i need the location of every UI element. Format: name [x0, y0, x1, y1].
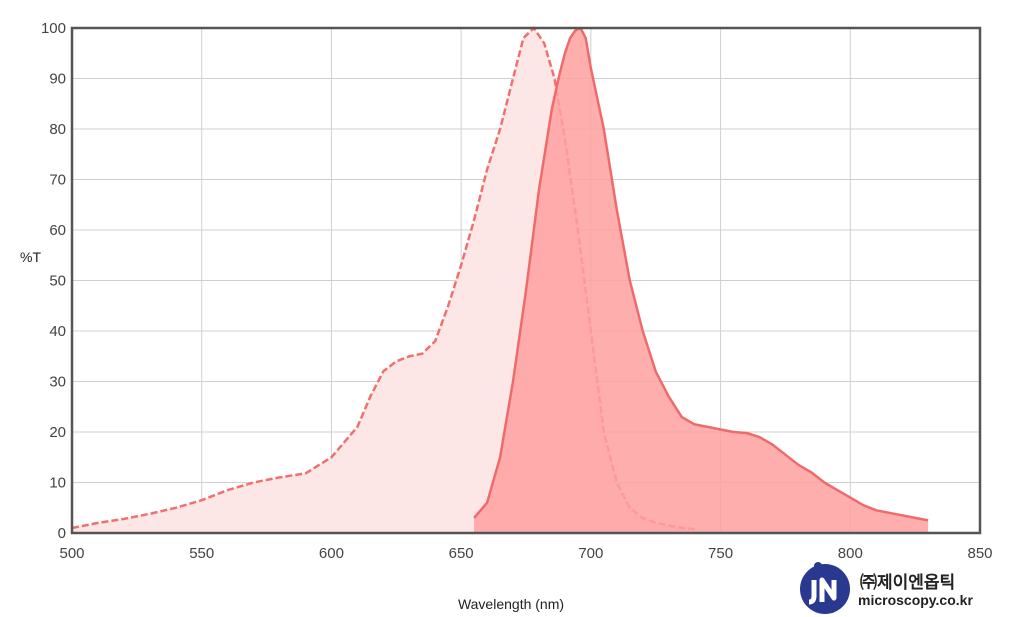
y-tick-label-4: 40 [49, 323, 66, 340]
x-tick-label-4: 700 [578, 545, 603, 562]
watermark-url: microscopy.co.kr [858, 592, 973, 608]
series-1-fill [474, 28, 929, 533]
y-tick-label-8: 80 [49, 121, 66, 138]
x-tick-label-5: 750 [708, 545, 733, 562]
plot-frame [70, 26, 982, 535]
series-areas [71, 26, 929, 533]
y-tick-label-10: 100 [41, 20, 66, 37]
y-tick-label-5: 50 [49, 273, 66, 290]
series-1-line [473, 26, 929, 522]
y-tick-label-7: 70 [49, 172, 66, 189]
jn-logo-icon [800, 562, 850, 614]
watermark-logo: ㈜제이엔옵틱 microscopy.co.kr [796, 558, 996, 616]
y-tick-label-1: 10 [49, 475, 66, 492]
y-tick-label-0: 0 [58, 525, 66, 542]
y-tick-label-3: 30 [49, 374, 66, 391]
x-tick-label-0: 500 [59, 545, 84, 562]
y-tick-label-9: 90 [49, 71, 66, 88]
y-tick-label-2: 20 [49, 424, 66, 441]
x-tick-label-1: 550 [189, 545, 214, 562]
watermark-company-name: ㈜제이엔옵틱 [860, 573, 956, 593]
x-tick-labels: 500 550 600 650 700 750 800 850 [59, 545, 992, 562]
y-tick-label-6: 60 [49, 222, 66, 239]
x-tick-label-2: 600 [319, 545, 344, 562]
x-tick-label-7: 850 [967, 545, 992, 562]
x-tick-label-6: 800 [838, 545, 863, 562]
x-axis-label: Wavelength (nm) [458, 596, 564, 612]
x-tick-label-3: 650 [449, 545, 474, 562]
y-axis-label: %T [20, 249, 41, 265]
y-tick-labels: 0 10 20 30 40 50 60 70 80 90 100 [41, 20, 66, 542]
